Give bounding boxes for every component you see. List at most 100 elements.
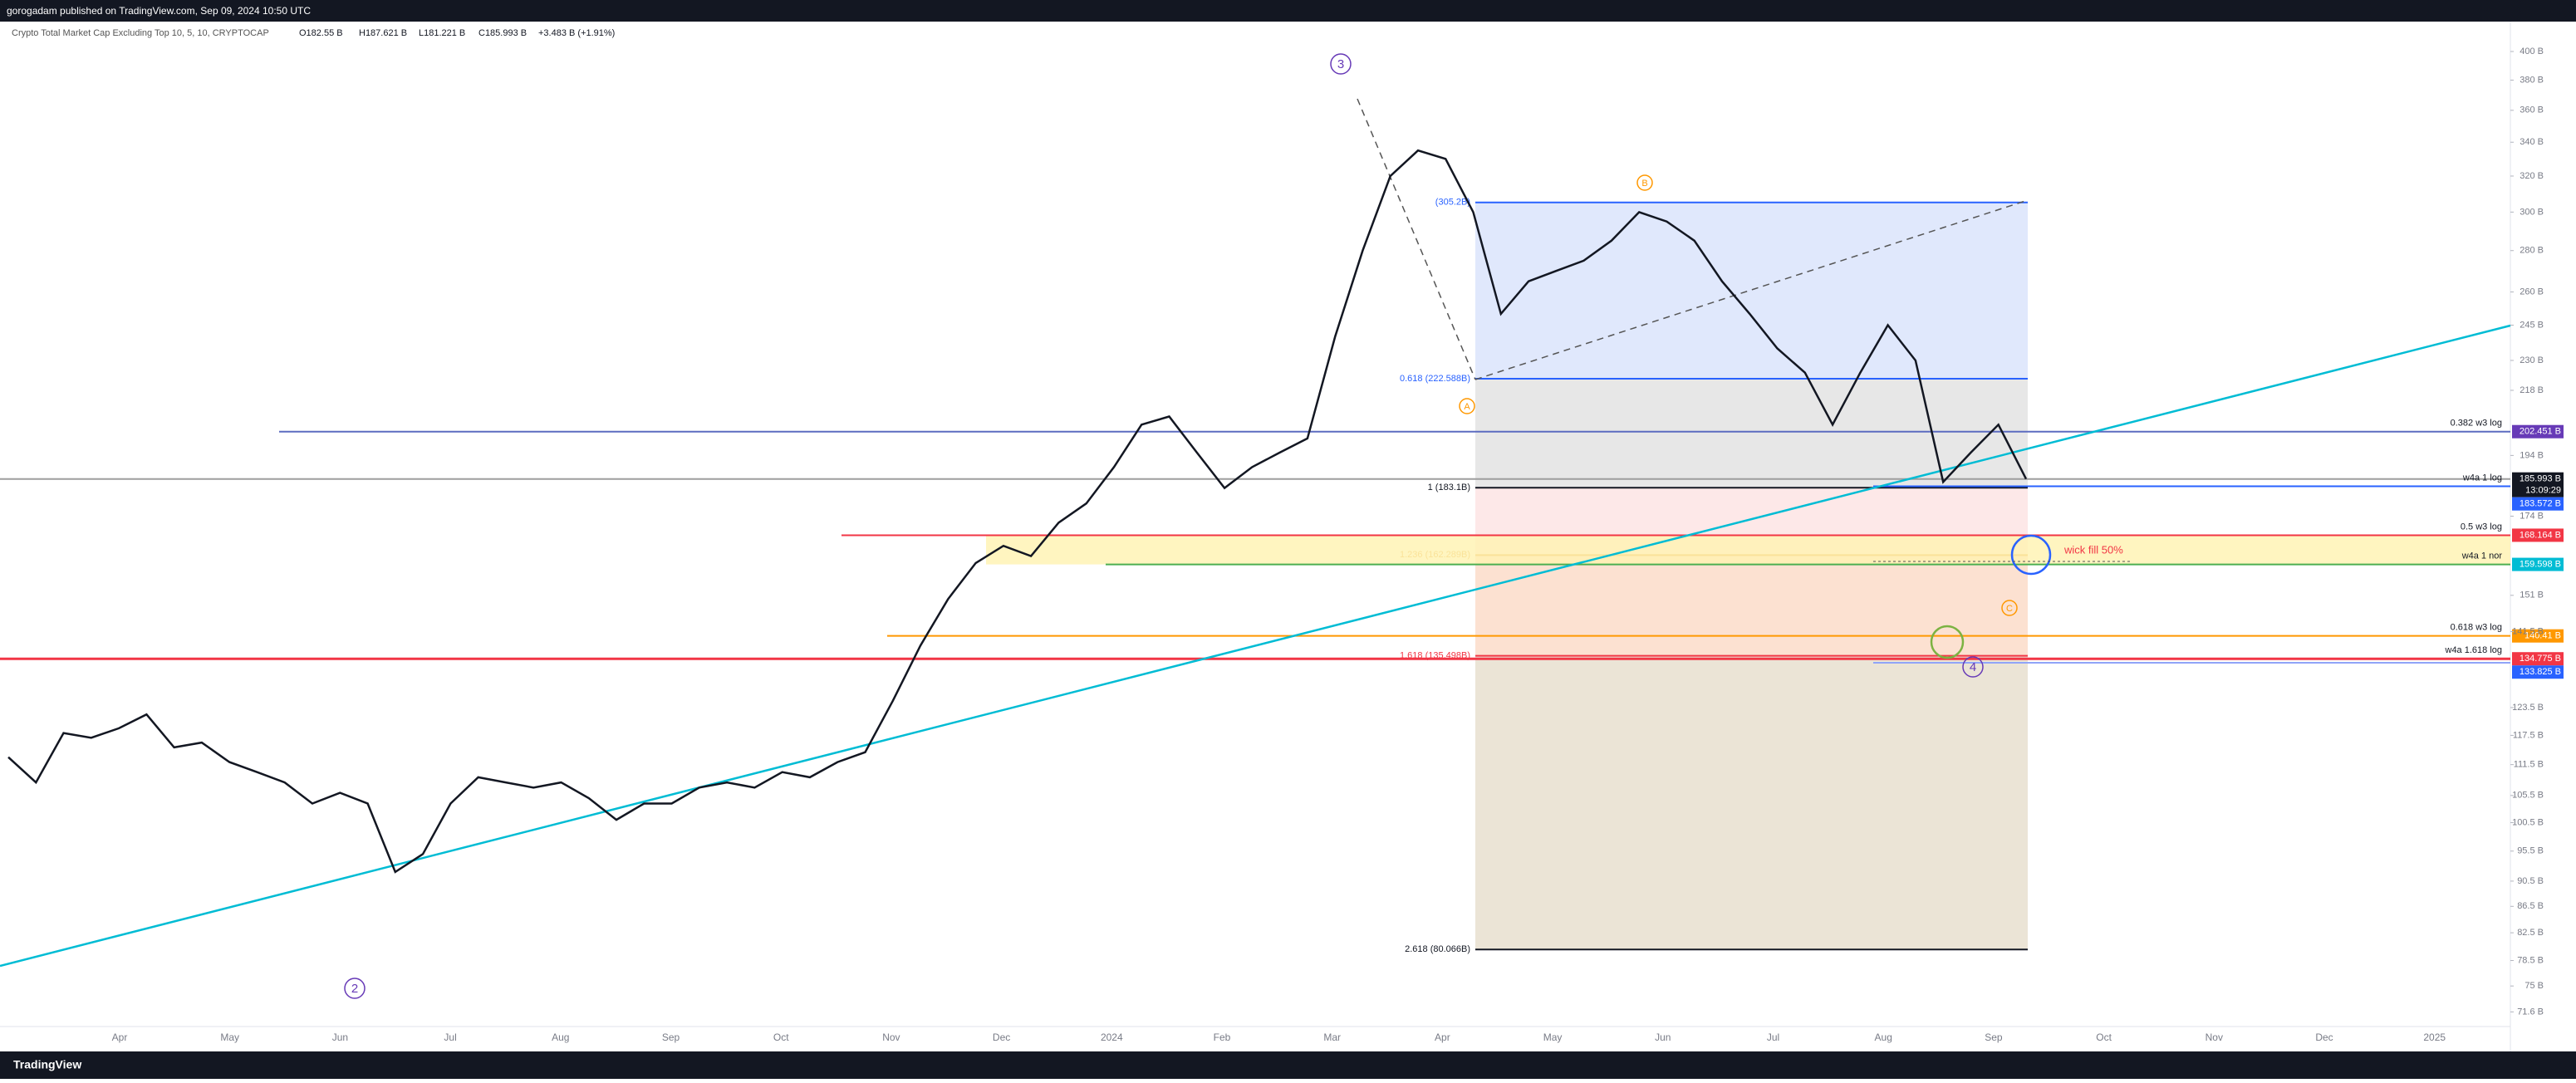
y-tick-label: 123.5 B [2512, 703, 2544, 713]
wave-label: 4 [1970, 660, 1976, 674]
fib-label: 0.618 (222.588B) [1400, 374, 1470, 384]
wave-circle [344, 978, 366, 999]
wave-circle [1459, 398, 1475, 414]
wave-label: A [1464, 402, 1470, 412]
level-name: w4a 1 log [2462, 473, 2502, 483]
level-name: 0.382 w3 log [2451, 419, 2502, 429]
price-box-label: 202.451 B [2520, 427, 2561, 437]
price-box-label: 140.41 B [2524, 631, 2561, 641]
price-box-label: 185.993 B [2520, 474, 2561, 484]
x-tick-label: Nov [2206, 1032, 2223, 1043]
x-tick-label: Jul [1767, 1032, 1779, 1043]
price-line [7, 149, 2028, 874]
y-tick-label: 218 B [2520, 385, 2544, 395]
x-tick-label: Oct [2096, 1032, 2112, 1043]
wave-circle [2001, 600, 2018, 616]
y-tick-label: 111.5 B [2514, 760, 2544, 770]
x-tick-label: Apr [112, 1032, 128, 1043]
x-tick-label: Feb [1214, 1032, 1231, 1043]
y-tick-label: 151 B [2520, 591, 2544, 600]
x-tick-label: Oct [773, 1032, 789, 1043]
y-tick-label: 117.5 B [2513, 730, 2544, 740]
publisher-line: gorogadam published on TradingView.com, … [7, 5, 311, 17]
top-bar [0, 0, 2576, 22]
dashed-line [1357, 98, 1476, 380]
footer: TradingView [13, 1058, 81, 1071]
x-tick-label: May [1543, 1032, 1563, 1043]
dashed-line [1474, 199, 2029, 380]
price-box-label: 183.572 B [2520, 499, 2561, 509]
price-box-label: 133.825 B [2520, 667, 2561, 677]
wave-label: 3 [1337, 57, 1344, 71]
level-name: w4a 1 nor [2461, 551, 2503, 561]
y-tick-label: 230 B [2520, 355, 2544, 365]
circle-marker [2010, 534, 2052, 576]
price-box [2512, 557, 2564, 571]
y-tick-label: 260 B [2520, 287, 2544, 296]
x-tick-label: Jun [1655, 1032, 1671, 1043]
fib-band [1475, 378, 2028, 488]
bottom-bar [0, 1051, 2576, 1079]
ohlc-label: O182.55 B [299, 28, 343, 38]
y-tick-label: 75 B [2524, 981, 2544, 991]
x-tick-label: Sep [1985, 1032, 2003, 1043]
x-tick-label: Aug [1875, 1032, 1892, 1043]
fib-band [1475, 555, 2028, 656]
price-box-label: 159.598 B [2520, 559, 2561, 569]
y-tick-label: 90.5 B [2517, 876, 2544, 886]
price-box [2512, 472, 2564, 497]
annotation: wick fill 50% [2063, 543, 2123, 556]
x-tick-label: Aug [552, 1032, 569, 1043]
fib-band [1475, 655, 2028, 950]
x-tick-label: Mar [1323, 1032, 1341, 1043]
y-tick-label: 71.6 B [2517, 1007, 2544, 1017]
x-tick-label: May [220, 1032, 239, 1043]
wave-circle [1962, 656, 1984, 678]
x-tick-label: Jul [444, 1032, 456, 1043]
price-box-label: 134.775 B [2520, 654, 2561, 664]
y-tick-label: 340 B [2520, 137, 2544, 147]
y-tick-label: 78.5 B [2517, 955, 2544, 965]
price-box [2512, 629, 2564, 643]
x-tick-label: Apr [1435, 1032, 1450, 1043]
wave-label: C [2006, 604, 2013, 614]
circle-marker [1930, 625, 1965, 659]
y-tick-label: 300 B [2520, 207, 2544, 217]
y-tick-label: 380 B [2520, 75, 2544, 85]
y-tick-label: 82.5 B [2517, 928, 2544, 938]
x-tick-label: 2025 [2423, 1032, 2446, 1043]
trend-line [0, 324, 2511, 968]
y-tick-label: 141.5 B [2512, 626, 2544, 636]
price-box-label: 168.164 B [2520, 530, 2561, 540]
legend: Crypto Total Market Cap Excluding Top 10… [12, 28, 269, 38]
wave-circle [1330, 53, 1352, 75]
y-tick-label: 174 B [2520, 511, 2544, 521]
x-tick-label: Sep [662, 1032, 680, 1043]
wave-circle [1636, 174, 1653, 191]
y-tick-label: 194 B [2520, 450, 2544, 460]
y-tick-label: 280 B [2520, 246, 2544, 256]
wave-label: 2 [351, 982, 358, 996]
x-tick-label: Dec [2315, 1032, 2333, 1043]
y-tick-label: 95.5 B [2517, 846, 2544, 856]
y-tick-label: 245 B [2520, 320, 2544, 330]
fib-label: 2.618 (80.066B) [1405, 944, 1470, 954]
ohlc-label: H187.621 B [359, 28, 407, 38]
fib-label: 1 (183.1B) [1428, 483, 1470, 492]
level-name: 0.618 w3 log [2451, 623, 2502, 633]
level-name: w4a 1.618 log [2445, 645, 2503, 655]
y-tick-label: 105.5 B [2512, 791, 2544, 801]
ohlc-label: +3.483 B (+1.91%) [538, 28, 615, 38]
y-tick-label: 400 B [2520, 47, 2544, 56]
x-tick-label: Dec [993, 1032, 1010, 1043]
x-tick-label: Nov [882, 1032, 900, 1043]
fib-label: (305.2B) [1435, 198, 1470, 208]
price-box [2512, 497, 2564, 511]
x-tick-label: Jun [332, 1032, 348, 1043]
price-box [2512, 528, 2564, 542]
price-box [2512, 665, 2564, 679]
ohlc-label: C185.993 B [478, 28, 527, 38]
yellow-zone [986, 535, 2510, 565]
